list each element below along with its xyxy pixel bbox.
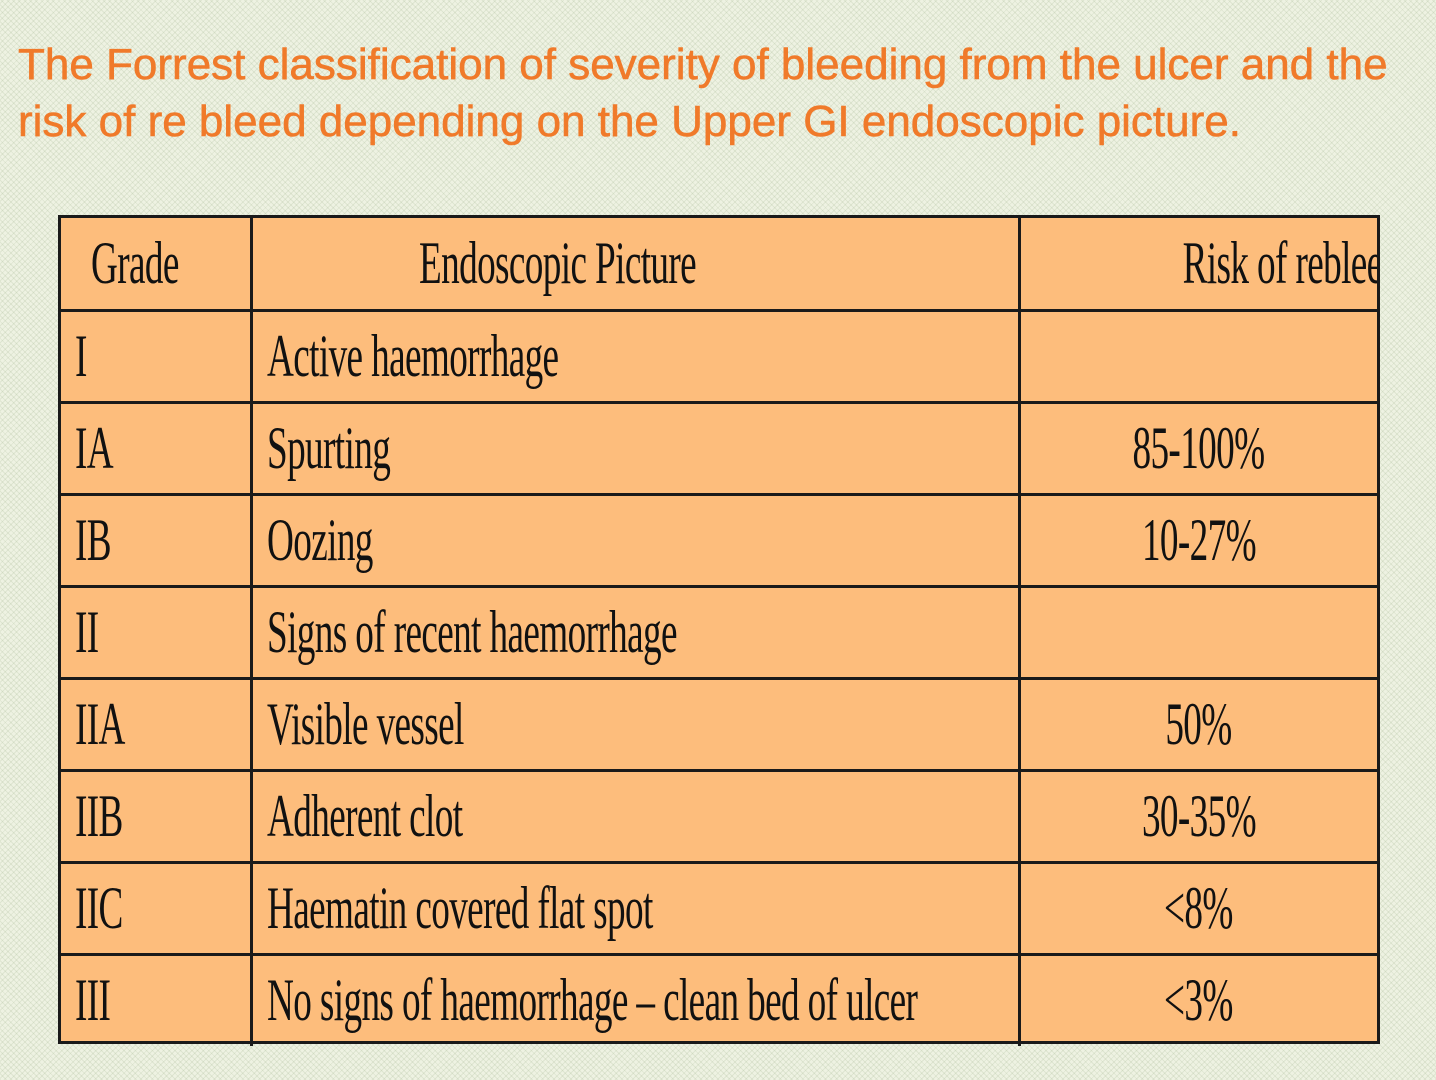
header-risk-of-rebleeding: Risk of rebleeding [1017, 218, 1377, 312]
risk-cell [1017, 584, 1377, 680]
picture-cell: No signs of haemorrhage – clean bed of u… [249, 952, 1021, 1046]
table-row: IIA Visible vessel 50% [61, 676, 1377, 772]
grade-cell: II [61, 584, 253, 680]
risk-cell: 85-100% [1017, 400, 1377, 496]
table-header-row: Grade Endoscopic Picture Risk of rebleed… [61, 218, 1377, 312]
grade-cell: IA [61, 400, 253, 496]
table-row: IIC Haematin covered flat spot <8% [61, 860, 1377, 956]
picture-cell: Signs of recent haemorrhage [249, 584, 1021, 680]
slide-title: The Forrest classification of severity o… [18, 40, 1388, 147]
grade-cell: I [61, 308, 253, 404]
forrest-classification-table: Grade Endoscopic Picture Risk of rebleed… [58, 215, 1380, 1046]
picture-cell: Oozing [249, 492, 1021, 588]
table-row: IB Oozing 10-27% [61, 492, 1377, 588]
risk-cell: <3% [1017, 952, 1377, 1046]
risk-cell [1017, 308, 1377, 404]
picture-cell: Spurting [249, 400, 1021, 496]
grade-cell: IIC [61, 860, 253, 956]
table-row: IIB Adherent clot 30-35% [61, 768, 1377, 864]
picture-cell: Visible vessel [249, 676, 1021, 772]
table-row: II Signs of recent haemorrhage [61, 584, 1377, 680]
table-row: III No signs of haemorrhage – clean bed … [61, 952, 1377, 1046]
grade-cell: IIB [61, 768, 253, 864]
risk-cell: 10-27% [1017, 492, 1377, 588]
table-row: I Active haemorrhage [61, 308, 1377, 404]
risk-cell: 50% [1017, 676, 1377, 772]
picture-cell: Active haemorrhage [249, 308, 1021, 404]
table-row: IA Spurting 85-100% [61, 400, 1377, 496]
grade-cell: III [61, 952, 253, 1046]
grade-cell: IIA [61, 676, 253, 772]
grade-cell: IB [61, 492, 253, 588]
picture-cell: Adherent clot [249, 768, 1021, 864]
picture-cell: Haematin covered flat spot [249, 860, 1021, 956]
header-endoscopic-picture: Endoscopic Picture [249, 218, 1021, 312]
header-grade: Grade [61, 218, 253, 312]
risk-cell: 30-35% [1017, 768, 1377, 864]
table: Grade Endoscopic Picture Risk of rebleed… [61, 218, 1377, 1046]
risk-cell: <8% [1017, 860, 1377, 956]
